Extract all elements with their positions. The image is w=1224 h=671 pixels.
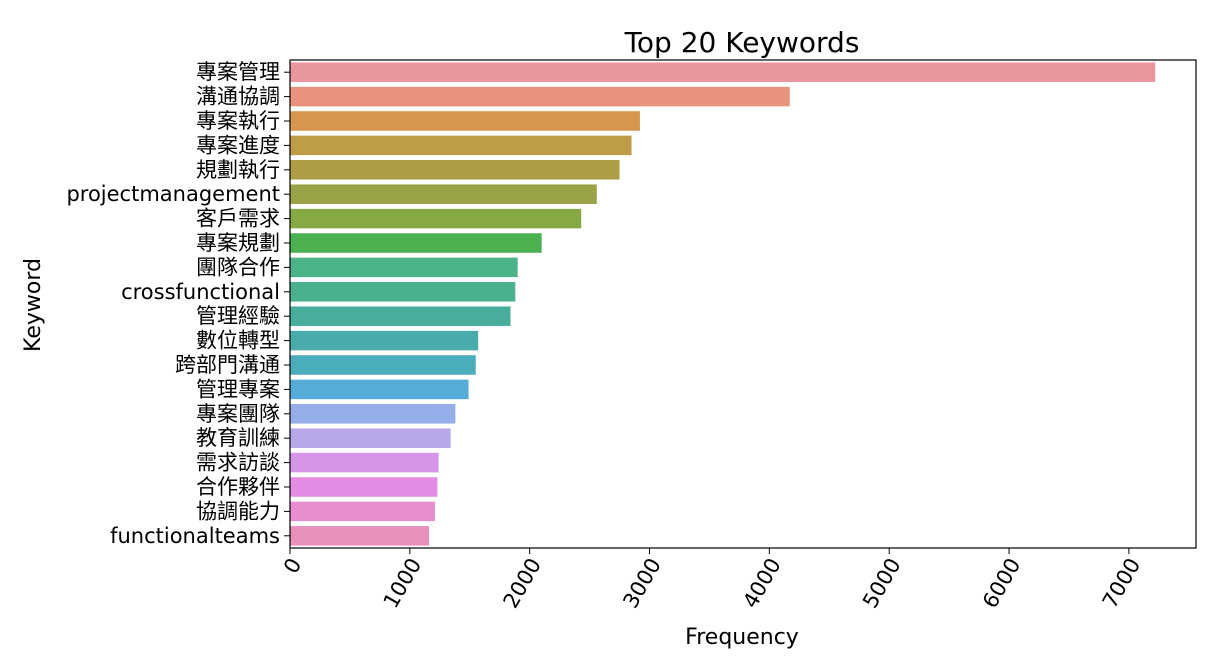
y-tick-label: 合作夥伴 [196, 475, 280, 499]
y-tick-label: 管理經驗 [196, 304, 280, 328]
bar [290, 330, 479, 351]
bar [290, 208, 582, 229]
y-tick-label: 規劃執行 [196, 158, 280, 182]
y-tick-label: 教育訓練 [196, 426, 280, 450]
bar [290, 306, 511, 326]
plot-area-frame [289, 59, 1197, 549]
bar [290, 526, 430, 546]
x-tick-label: 1000 [379, 554, 427, 612]
bar [290, 404, 456, 424]
x-tick-label: 5000 [858, 554, 906, 612]
y-tick-label: projectmanagement [66, 182, 280, 206]
y-tick-label: 管理專案 [196, 377, 280, 401]
y-tick-label: 跨部門溝通 [175, 353, 280, 377]
x-tick-label: 4000 [738, 554, 786, 612]
bar [290, 501, 436, 522]
x-tick-label: 6000 [978, 554, 1026, 612]
bar [290, 428, 451, 448]
bar [290, 477, 438, 497]
y-tick-label: 溝通協調 [196, 85, 280, 109]
y-tick-label: functionalteams [110, 524, 280, 548]
y-tick-label: 專案規劃 [196, 231, 280, 255]
y-tick-label: 專案團隊 [196, 402, 280, 426]
bar [290, 282, 516, 302]
bar [290, 62, 1156, 82]
y-tick-label: crossfunctional [121, 280, 280, 304]
y-tick-labels: 專案管理溝通協調專案執行專案進度規劃執行projectmanagement客戶需… [66, 60, 290, 548]
bars-group [290, 62, 1156, 546]
bar [290, 184, 597, 204]
y-tick-label: 協調能力 [196, 499, 280, 523]
bar [290, 233, 542, 253]
x-tick-label: 7000 [1098, 554, 1146, 612]
bar [290, 111, 640, 131]
bar [290, 355, 476, 375]
x-tick-label: 0 [279, 554, 306, 578]
y-tick-label: 客戶需求 [196, 207, 280, 231]
bar [290, 86, 790, 107]
y-axis-label: Keyword [21, 258, 46, 352]
bar [290, 135, 632, 156]
y-tick-label: 需求訪談 [196, 451, 280, 475]
y-tick-label: 團隊合作 [196, 255, 280, 279]
y-tick-label: 專案執行 [196, 109, 280, 133]
bar [290, 160, 620, 180]
y-tick-label: 專案管理 [196, 60, 280, 84]
y-tick-label: 數位轉型 [196, 329, 280, 353]
y-tick-label: 專案進度 [196, 133, 280, 157]
x-tick-label: 3000 [618, 554, 666, 612]
chart-title: Top 20 Keywords [624, 26, 860, 59]
bar [290, 379, 469, 400]
x-axis-label: Frequency [685, 625, 799, 650]
bar [290, 452, 439, 473]
x-tick-label: 2000 [499, 554, 547, 612]
bar [290, 257, 518, 278]
x-ticks: 0 1000 2000 3000 4000 5000 6000 7000 [279, 548, 1145, 612]
